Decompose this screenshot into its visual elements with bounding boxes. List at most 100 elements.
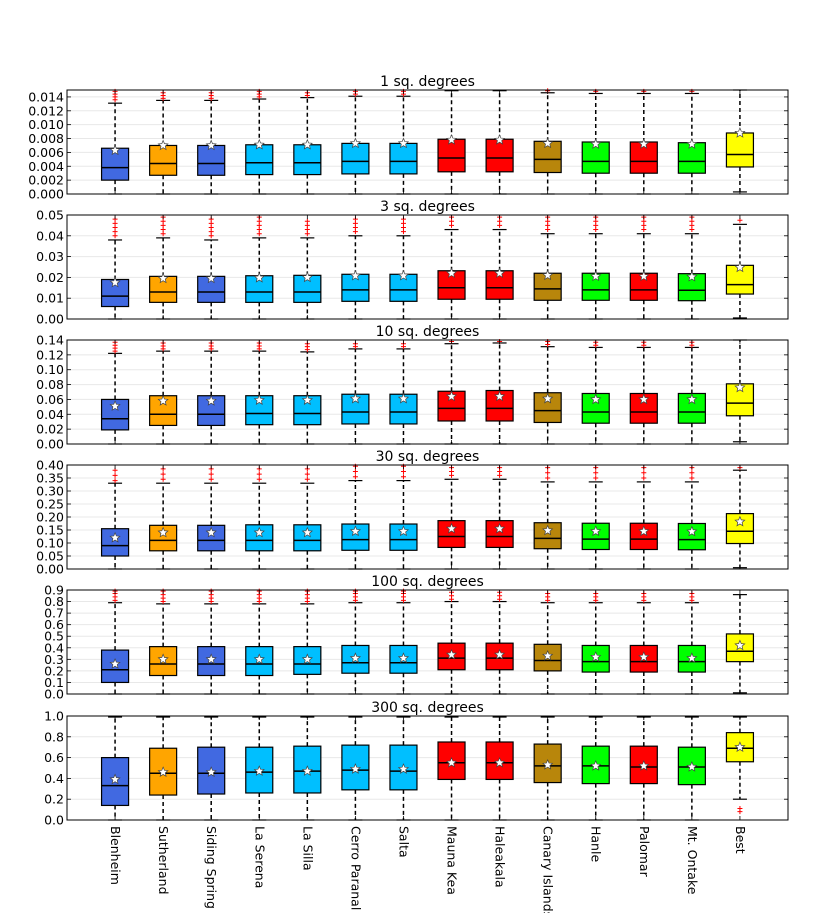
- mean-marker: [109, 276, 121, 288]
- box-mauna-kea: [437, 589, 466, 695]
- panel-1-sq-degrees: 1 sq. degrees0.0000.0020.0040.0060.0080.…: [28, 74, 789, 202]
- mean-marker: [542, 758, 554, 770]
- mean-marker: [157, 653, 169, 665]
- mean-marker: [205, 139, 217, 151]
- mean-marker: [734, 261, 746, 273]
- mean-marker: [542, 269, 554, 281]
- outlier-marker: [545, 470, 551, 476]
- y-tick-label: 0.004: [28, 159, 64, 174]
- panel-title: 1 sq. degrees: [380, 74, 475, 90]
- box-la-silla: [293, 90, 322, 195]
- mean-marker: [686, 393, 698, 405]
- mean-marker: [349, 137, 362, 149]
- box-body: [293, 274, 322, 303]
- mean-marker: [445, 648, 458, 660]
- box-body: [197, 144, 226, 176]
- box-la-serena: [245, 214, 274, 320]
- box-palomar: [629, 339, 658, 445]
- outlier-marker: [304, 218, 310, 224]
- outlier-marker: [256, 471, 262, 477]
- mean-marker: [301, 765, 313, 776]
- axes-frame: [66, 589, 789, 695]
- panel-title: 100 sq. degrees: [371, 574, 484, 590]
- mean-marker: [253, 271, 265, 283]
- box-la-silla: [293, 218, 322, 320]
- y-tick-label: 0.12: [36, 347, 64, 362]
- mean-marker: [349, 652, 362, 663]
- panel-title: 10 sq. degrees: [376, 324, 480, 340]
- y-tick-label: 0.10: [36, 362, 64, 377]
- box-cerro-paranal: [341, 88, 370, 195]
- y-tick-label: 0.3: [44, 652, 64, 667]
- mean-marker: [205, 653, 217, 665]
- mean-marker: [157, 139, 169, 151]
- axes-frame: [66, 89, 789, 195]
- mean-marker: [301, 526, 313, 538]
- mean-marker: [205, 272, 217, 284]
- box-mauna-kea: [437, 465, 466, 570]
- outlier-marker: [689, 470, 695, 476]
- box-sutherland: [149, 214, 178, 320]
- y-tick-label: 0.01: [36, 291, 64, 306]
- box-sutherland: [149, 90, 178, 195]
- mean-marker: [590, 270, 602, 282]
- mean-marker: [542, 392, 554, 404]
- mean-marker: [686, 138, 698, 149]
- mean-marker: [445, 267, 458, 279]
- outlier-marker: [208, 471, 214, 477]
- y-tick-label: 0.03: [36, 249, 64, 264]
- mean-marker: [109, 144, 121, 156]
- box-hanle: [581, 716, 610, 821]
- x-tick-label: Mt. Ontake: [685, 826, 700, 895]
- x-tick-label: Hanle: [589, 826, 604, 862]
- mean-marker: [301, 653, 313, 665]
- box-body: [341, 142, 370, 175]
- box-sutherland: [149, 340, 178, 445]
- y-tick-label: 0.014: [28, 89, 64, 104]
- box-la-serena: [245, 340, 274, 445]
- axes-frame: [66, 339, 789, 445]
- box-body: [533, 140, 562, 174]
- box-la-silla: [293, 588, 322, 695]
- mean-marker: [253, 394, 265, 405]
- outlier-marker: [352, 469, 358, 474]
- mean-marker: [301, 138, 313, 150]
- outlier-marker: [400, 469, 406, 474]
- box-blenheim: [100, 339, 130, 445]
- mean-marker: [253, 526, 265, 538]
- box-hanle: [581, 590, 610, 695]
- box-canary-islands: [533, 214, 562, 320]
- y-tick-label: 0.00: [36, 437, 64, 452]
- box-hanle: [581, 214, 610, 320]
- outlier-marker: [160, 476, 166, 482]
- box-body: [725, 132, 755, 168]
- mean-marker: [397, 525, 410, 537]
- mean-marker: [493, 522, 506, 534]
- outlier-marker: [160, 471, 166, 477]
- y-tick-label: 0.7: [44, 606, 64, 621]
- mean-marker: [638, 270, 650, 282]
- box-best: [725, 89, 755, 193]
- y-tick-label: 0.6: [44, 617, 64, 632]
- box-palomar: [629, 590, 658, 695]
- box-mauna-kea: [437, 214, 466, 320]
- panel-title: 300 sq. degrees: [371, 700, 484, 716]
- y-tick-label: 0.002: [28, 173, 64, 188]
- y-tick-label: 0.14: [36, 333, 64, 348]
- mean-marker: [590, 760, 602, 771]
- box-canary-islands: [533, 465, 562, 570]
- mean-marker: [253, 138, 265, 150]
- mean-marker: [734, 741, 746, 752]
- x-tick-label: Haleakala: [493, 826, 508, 888]
- x-tick-label: Mauna Kea: [445, 826, 460, 895]
- x-tick-label: Sutherland: [156, 826, 171, 895]
- mean-marker: [445, 756, 458, 768]
- box-palomar: [629, 716, 658, 821]
- box-mt-ontake: [677, 339, 706, 445]
- mean-marker: [638, 651, 650, 662]
- outlier-marker: [689, 475, 695, 481]
- x-tick-label: La Serena: [252, 826, 267, 888]
- mean-marker: [686, 525, 698, 537]
- mean-marker: [445, 522, 458, 534]
- box-salta: [389, 88, 418, 195]
